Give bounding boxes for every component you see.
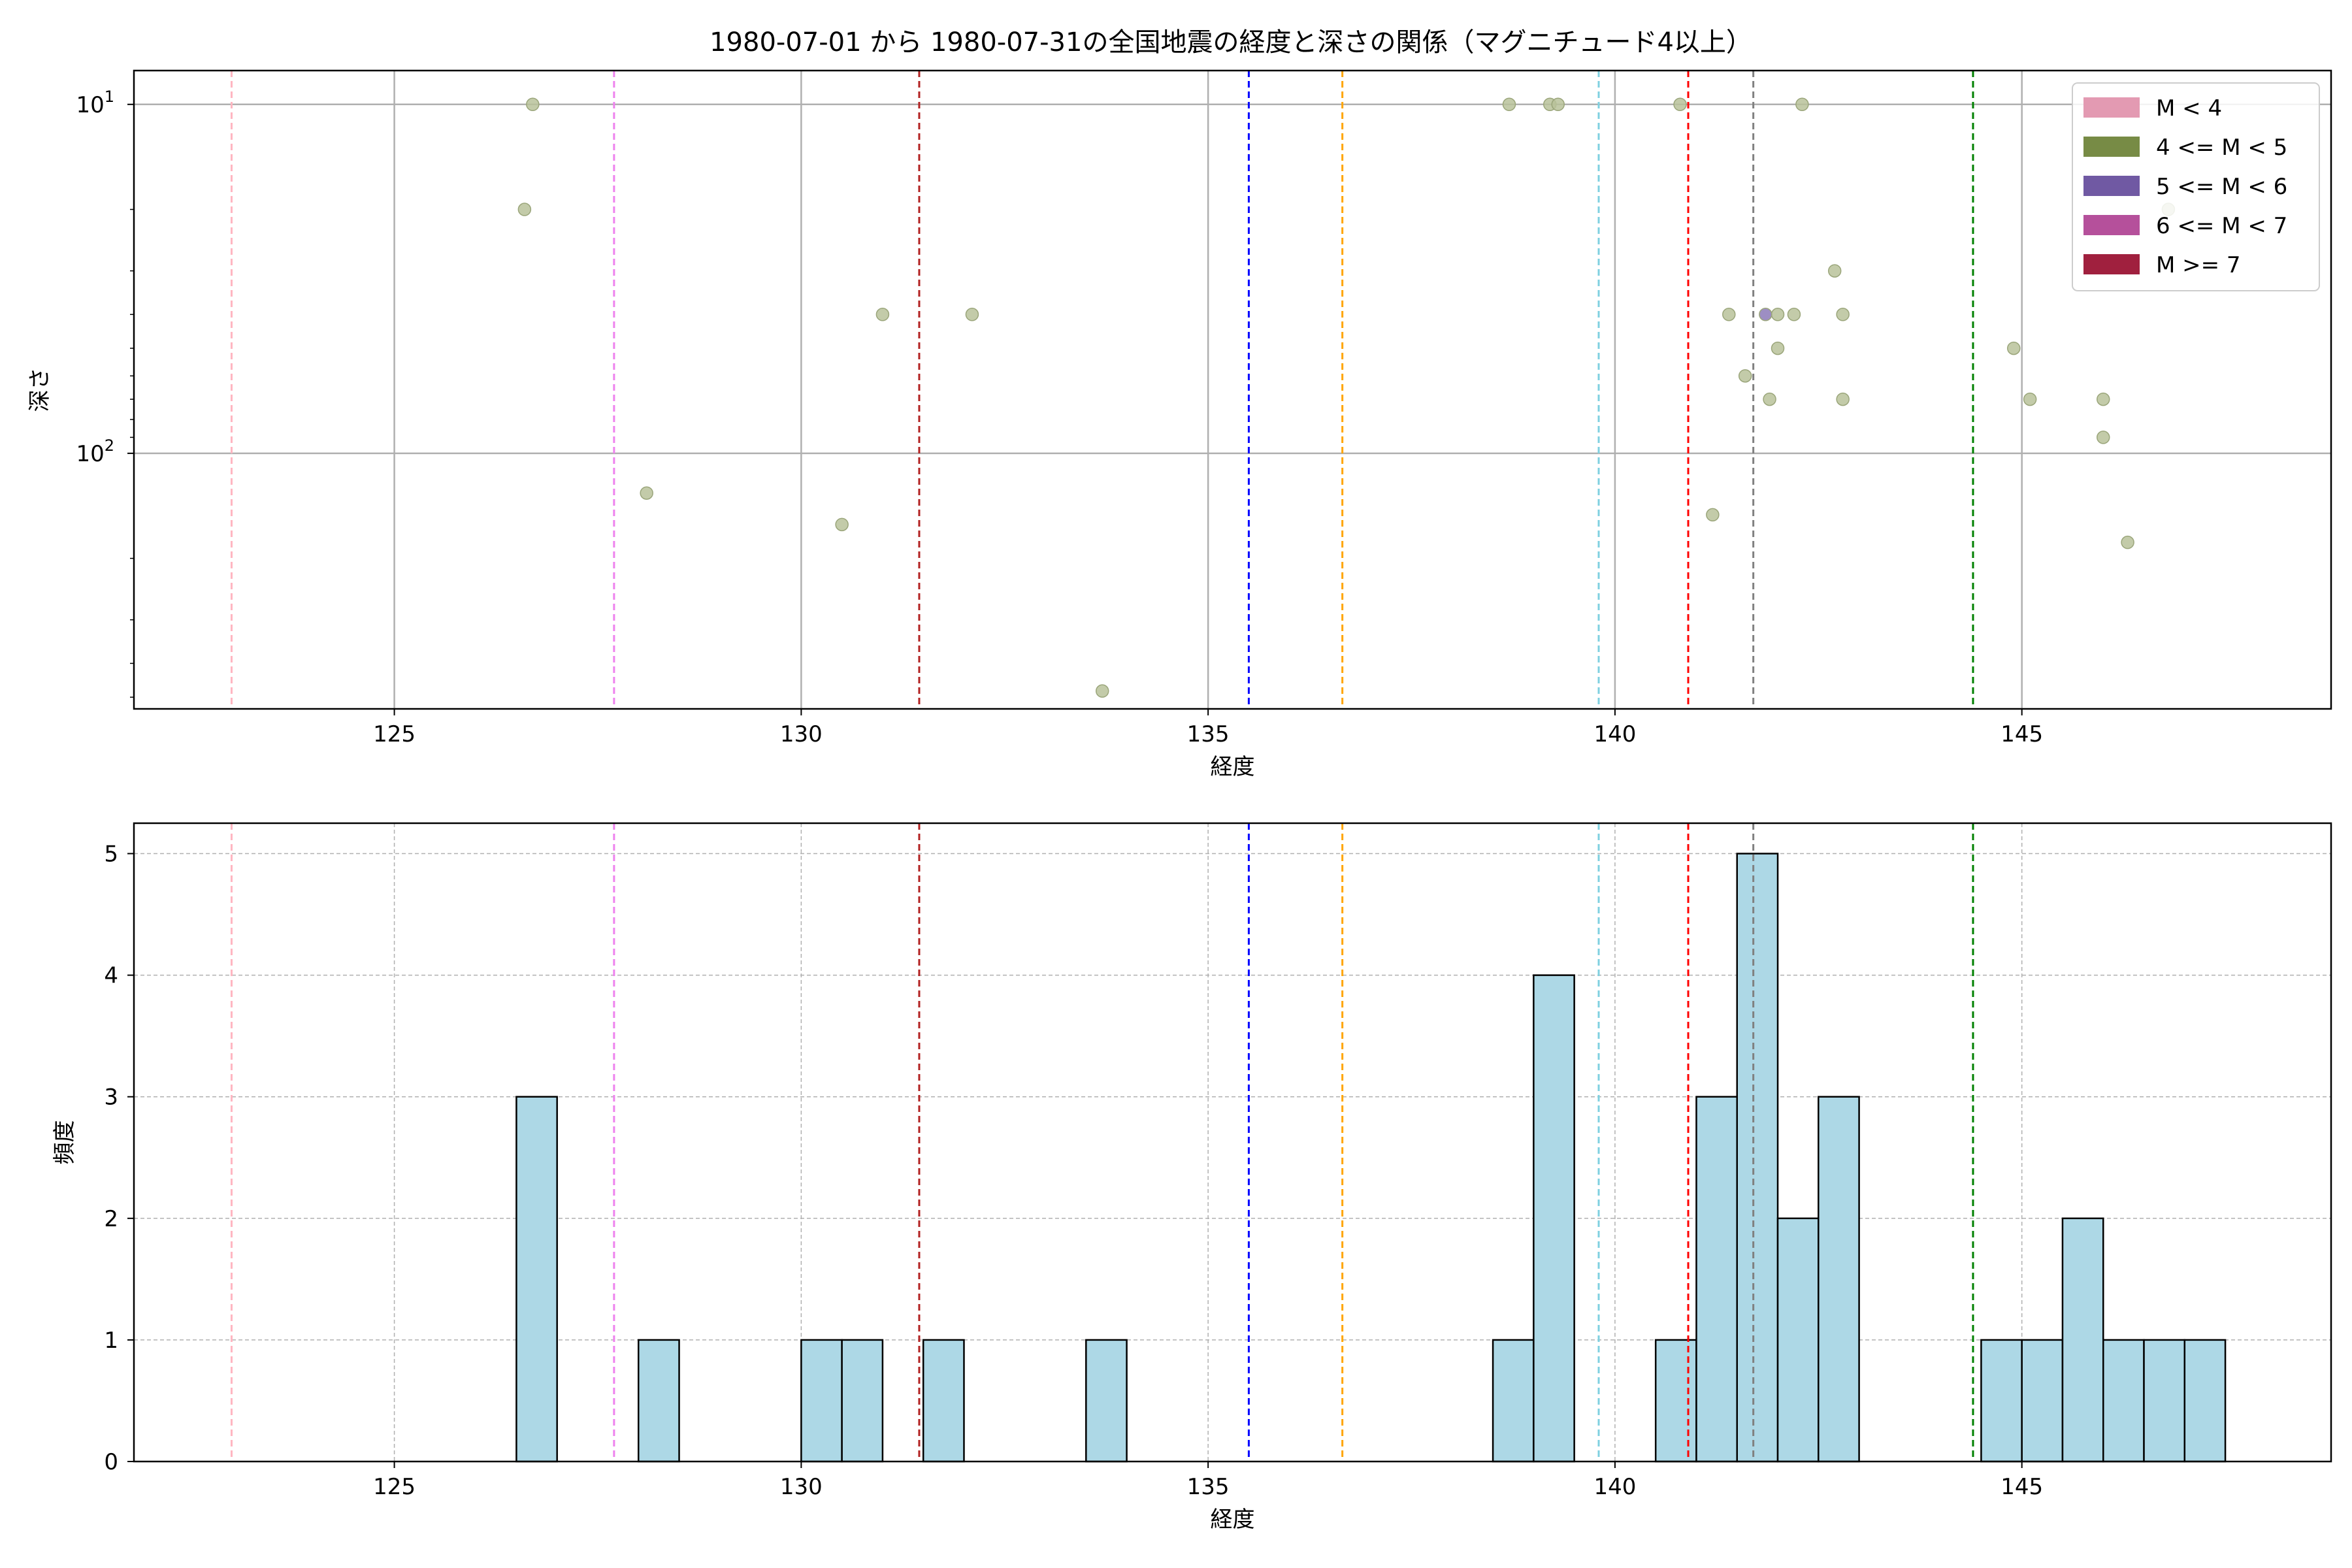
y-tick-label: 3 (104, 1085, 118, 1111)
figure-title: 1980-07-01 から 1980-07-31の全国地震の経度と深さの関係（マ… (710, 27, 1752, 57)
scatter-x-ticks: 125 130 135 140 145 (373, 709, 2043, 747)
data-point (2121, 535, 2134, 549)
histogram-bar (841, 1339, 884, 1463)
y-tick-label: 1 (104, 1328, 118, 1354)
data-point (640, 486, 653, 500)
histogram-x-ticks: 125 130 135 140 145 (373, 1462, 2043, 1500)
data-point (1763, 392, 1776, 406)
histogram-bars (515, 853, 2227, 1463)
histogram-bar (1654, 1339, 1697, 1463)
data-point (517, 203, 532, 216)
histogram-reference-lines (230, 823, 1974, 1462)
histogram-bar (1085, 1339, 1128, 1463)
data-point (1673, 97, 1687, 112)
x-tick-label: 140 (1593, 1474, 1636, 1500)
scatter-reference-lines (230, 71, 1974, 709)
data-point (526, 97, 540, 112)
x-tick-label: 135 (1187, 721, 1230, 747)
legend-label: 5 <= M < 6 (2156, 174, 2287, 200)
y-tick-label: 4 (104, 963, 118, 989)
data-point (1502, 97, 1516, 112)
x-tick-label: 125 (373, 1474, 416, 1500)
data-point (1771, 308, 1785, 321)
histogram-panel: 125 130 135 140 145 0 1 2 3 4 5 経度 頻度 (52, 822, 2332, 1533)
histogram-bar (2102, 1339, 2145, 1463)
legend: M < 4 4 <= M < 5 5 <= M < 6 6 <= M < 7 M >= … (2072, 82, 2320, 291)
scatter-y-axis-label: 深さ (27, 368, 53, 412)
legend-swatch (2083, 215, 2140, 235)
histogram-bar (1695, 1096, 1738, 1463)
y-tick-label: 5 (104, 841, 118, 868)
y-tick-label: 101 (76, 88, 114, 118)
histogram-y-ticks: 0 1 2 3 4 5 (104, 841, 134, 1475)
legend-label: M < 4 (2156, 95, 2222, 122)
data-point (1551, 97, 1565, 112)
data-point (1095, 684, 1109, 698)
histogram-bar (2183, 1339, 2227, 1463)
legend-swatch (2083, 137, 2140, 157)
legend-box (2072, 82, 2320, 291)
legend-label: 6 <= M < 7 (2156, 213, 2287, 239)
legend-label: M >= 7 (2156, 252, 2241, 278)
y-tick-label: 102 (76, 436, 114, 467)
scatter-panel: 125 130 135 140 145 101 102 経度 深さ M < 4 4 <= M… (27, 69, 2332, 780)
x-tick-label: 130 (780, 721, 823, 747)
data-point (965, 308, 979, 321)
histogram-bar (1776, 1217, 1820, 1463)
scatter-y-ticks: 101 102 (76, 88, 134, 698)
scatter-plot-frame (133, 69, 2332, 710)
data-point (1738, 369, 1752, 383)
y-tick-label: 0 (104, 1449, 118, 1475)
x-tick-label: 130 (780, 1474, 823, 1500)
scatter-grid (134, 71, 2331, 709)
histogram-bar (1736, 853, 1779, 1463)
data-point (1787, 308, 1801, 321)
histogram-bar (2021, 1339, 2064, 1463)
data-point (1706, 508, 1720, 522)
data-point (1836, 308, 1850, 321)
histogram-bar (1818, 1096, 1860, 1463)
data-point (1795, 97, 1809, 112)
data-point (875, 308, 890, 321)
data-point (1836, 392, 1850, 406)
data-point (1722, 308, 1736, 321)
data-point (1759, 308, 1772, 321)
x-tick-label: 145 (2001, 721, 2043, 747)
x-tick-label: 125 (373, 721, 416, 747)
legend-swatch (2083, 176, 2140, 196)
data-point (835, 517, 849, 532)
histogram-bar (922, 1339, 965, 1463)
legend-swatch (2083, 97, 2140, 118)
histogram-y-axis-label: 頻度 (52, 1120, 78, 1165)
data-point (2006, 341, 2021, 355)
histogram-plot-frame (133, 822, 2332, 1463)
histogram-bar (2143, 1339, 2186, 1463)
data-point (1827, 264, 1842, 278)
data-point (1771, 341, 1785, 355)
data-point (2023, 392, 2037, 406)
x-tick-label: 140 (1593, 721, 1636, 747)
legend-swatch (2083, 254, 2140, 274)
histogram-bar (1533, 974, 1575, 1463)
histogram-bar (2061, 1217, 2104, 1463)
histogram-bar (1492, 1339, 1535, 1463)
histogram-bar (637, 1339, 680, 1463)
data-point (2096, 392, 2110, 406)
histogram-bar (1980, 1339, 2023, 1463)
scatter-x-axis-label: 経度 (1211, 754, 1255, 780)
y-tick-label: 2 (104, 1206, 118, 1232)
histogram-bar (800, 1339, 843, 1463)
x-tick-label: 135 (1187, 1474, 1230, 1500)
histogram-x-axis-label: 経度 (1211, 1507, 1255, 1533)
histogram-bar (515, 1096, 558, 1463)
legend-label: 4 <= M < 5 (2156, 135, 2287, 161)
data-point (2096, 431, 2110, 444)
x-tick-label: 145 (2001, 1474, 2043, 1500)
